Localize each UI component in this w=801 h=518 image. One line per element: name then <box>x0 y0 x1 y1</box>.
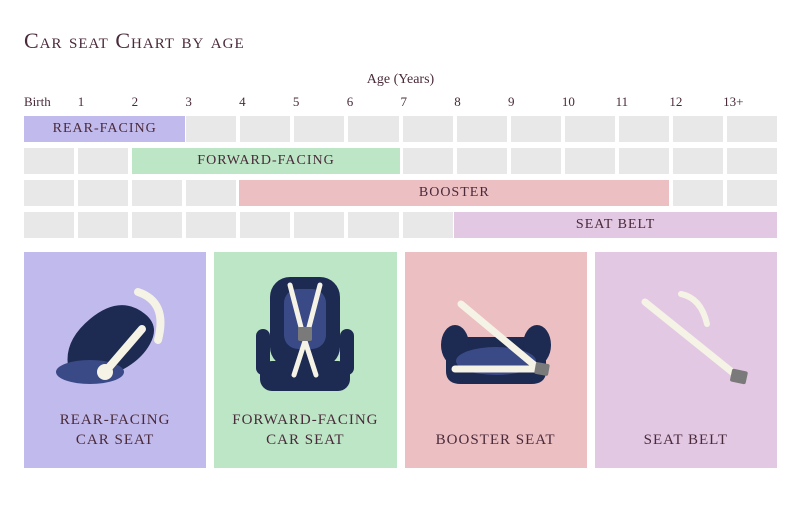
gantt-bar: FORWARD-FACING <box>132 148 401 174</box>
seat-card: FORWARD-FACINGCAR SEAT <box>214 252 396 468</box>
gantt-cell <box>727 116 777 142</box>
seat-card: SEAT BELT <box>595 252 777 468</box>
gantt-cell <box>511 116 561 142</box>
card-label: BOOSTER SEAT <box>436 430 556 450</box>
gantt-cell <box>673 116 723 142</box>
gantt-row: REAR-FACING <box>24 116 777 142</box>
axis-tick: 1 <box>78 94 132 110</box>
gantt-cell <box>186 212 236 238</box>
gantt-cell <box>240 116 290 142</box>
gantt-chart: REAR-FACING FORWARD-FACING BOOSTER SEAT BEL… <box>24 116 777 238</box>
gantt-cell <box>78 180 128 206</box>
gantt-cell <box>619 116 669 142</box>
gantt-cell <box>403 212 453 238</box>
rear-facing-seat-icon <box>50 274 180 394</box>
gantt-cell <box>457 148 507 174</box>
axis-tick: 11 <box>616 94 670 110</box>
card-icon <box>601 266 771 422</box>
gantt-cell <box>78 148 128 174</box>
gantt-cell <box>294 212 344 238</box>
gantt-cell <box>240 212 290 238</box>
gantt-cell <box>294 116 344 142</box>
axis-tick: 12 <box>669 94 723 110</box>
axis-tick: 13+ <box>723 94 777 110</box>
gantt-row: SEAT BELT <box>24 212 777 238</box>
axis-tick: 3 <box>185 94 239 110</box>
seat-card: BOOSTER SEAT <box>405 252 587 468</box>
axis-tick: 5 <box>293 94 347 110</box>
gantt-cell <box>24 148 74 174</box>
axis-tick: 7 <box>400 94 454 110</box>
seat-card: REAR-FACINGCAR SEAT <box>24 252 206 468</box>
forward-facing-seat-icon <box>250 269 360 399</box>
gantt-cell <box>619 148 669 174</box>
gantt-cell <box>565 116 615 142</box>
gantt-cell <box>24 180 74 206</box>
axis-label: Age (Years) <box>24 72 777 88</box>
gantt-cell <box>132 212 182 238</box>
chart-title: Car seat Chart by age <box>24 28 777 54</box>
card-icon <box>30 266 200 402</box>
axis-tick: 10 <box>562 94 616 110</box>
gantt-cell <box>727 180 777 206</box>
axis-tick: 2 <box>132 94 186 110</box>
gantt-cell <box>727 148 777 174</box>
gantt-cell <box>511 148 561 174</box>
gantt-cell <box>78 212 128 238</box>
axis-tick: 8 <box>454 94 508 110</box>
gantt-bar: BOOSTER <box>239 180 669 206</box>
gantt-cell <box>403 116 453 142</box>
gantt-bar: REAR-FACING <box>24 116 185 142</box>
gantt-cell <box>348 116 398 142</box>
card-icon <box>411 266 581 422</box>
gantt-cell <box>565 148 615 174</box>
axis-tick: 9 <box>508 94 562 110</box>
gantt-cell <box>457 116 507 142</box>
gantt-row: FORWARD-FACING <box>24 148 777 174</box>
gantt-row: BOOSTER <box>24 180 777 206</box>
seat-belt-icon <box>611 284 761 404</box>
gantt-cell <box>673 148 723 174</box>
gantt-cell <box>132 180 182 206</box>
card-icon <box>220 266 390 402</box>
gantt-cell <box>348 212 398 238</box>
card-label: FORWARD-FACINGCAR SEAT <box>232 410 378 451</box>
gantt-bar: SEAT BELT <box>454 212 777 238</box>
card-label: REAR-FACINGCAR SEAT <box>60 410 171 451</box>
gantt-cell <box>186 180 236 206</box>
axis-tick: 4 <box>239 94 293 110</box>
gantt-cell <box>24 212 74 238</box>
seat-cards: REAR-FACINGCAR SEAT FORWARD-FACINGCAR SE… <box>24 252 777 468</box>
axis-tick: Birth <box>24 94 78 110</box>
booster-seat-icon <box>421 289 571 399</box>
gantt-cell <box>403 148 453 174</box>
axis-tick: 6 <box>347 94 401 110</box>
gantt-cell <box>186 116 236 142</box>
card-label: SEAT BELT <box>644 430 728 450</box>
gantt-cell <box>673 180 723 206</box>
axis-ticks: Birth12345678910111213+ <box>24 94 777 110</box>
